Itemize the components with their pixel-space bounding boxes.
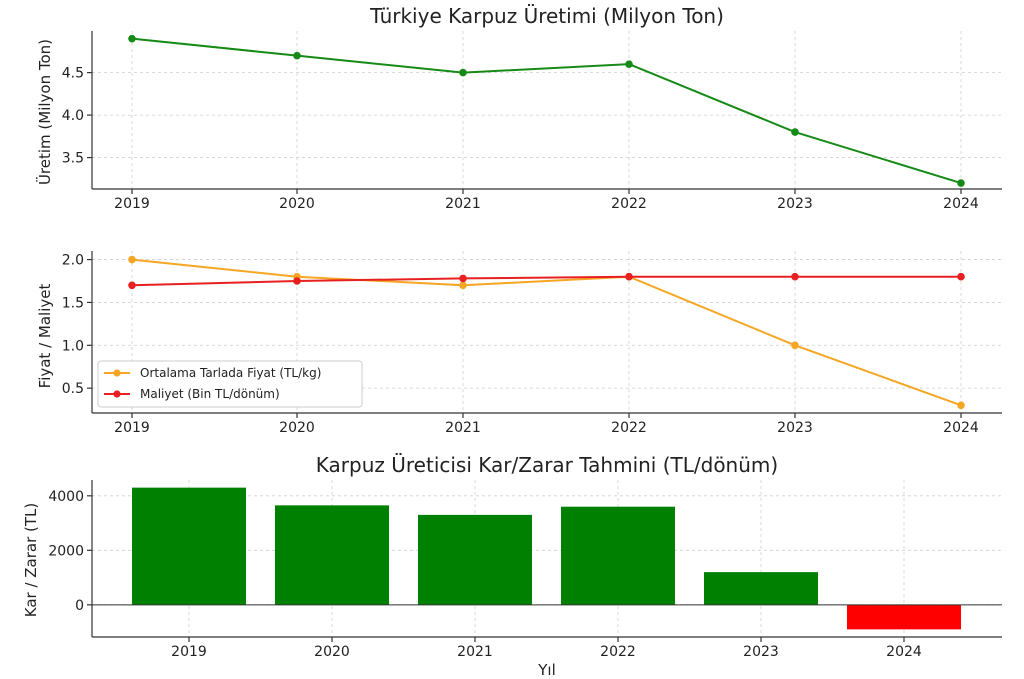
data-point-0-2019 bbox=[128, 34, 136, 43]
data-point-1-2020 bbox=[293, 277, 301, 285]
data-point-0-2020 bbox=[293, 51, 301, 60]
bar-2023 bbox=[704, 572, 818, 605]
price-cost-legend: Ortalama Tarlada Fiyat (TL/kg) Maliyet (… bbox=[97, 360, 363, 408]
data-point-0-2022 bbox=[625, 60, 633, 68]
series-line-0 bbox=[131, 258, 962, 407]
price-cost-chart: Fiyat / Maliyet 2019 2020 2021 2022 2023 2024… bbox=[36, 251, 1002, 436]
profit-loss-chart: Karpuz Üreticisi Kar/Zarar Tahmini (TL/d… bbox=[22, 453, 1002, 679]
x-tick-label-2024: 2024 bbox=[886, 644, 922, 660]
x-tick-label-2019: 2019 bbox=[171, 644, 207, 660]
bar-2021 bbox=[418, 514, 532, 605]
profit-loss-chart-title: Karpuz Üreticisi Kar/Zarar Tahmini (TL/d… bbox=[316, 453, 778, 477]
y-tick-label: 2000 bbox=[48, 543, 84, 559]
production-chart-title: Türkiye Karpuz Üretimi (Milyon Ton) bbox=[369, 4, 724, 28]
x-tick-label-2024: 2024 bbox=[943, 196, 979, 212]
y-tick-label: 0.5 bbox=[62, 381, 84, 397]
x-tick-label-2021: 2021 bbox=[445, 420, 481, 436]
x-tick-label-2019: 2019 bbox=[114, 420, 150, 436]
data-point-1-2022 bbox=[625, 272, 633, 281]
data-point-0-2023 bbox=[791, 341, 799, 350]
x-tick-label-2020: 2020 bbox=[314, 644, 350, 660]
bar-2024 bbox=[847, 604, 961, 630]
legend-label-cost: Maliyet (Bin TL/dönüm) bbox=[140, 387, 280, 401]
bar-2020 bbox=[275, 505, 389, 605]
legend-marker-cost bbox=[113, 390, 121, 398]
bar-2019 bbox=[132, 487, 246, 605]
price-cost-y-axis-label: Fiyat / Maliyet bbox=[36, 284, 54, 389]
x-tick-label-2023: 2023 bbox=[777, 420, 813, 436]
data-point-0-2021 bbox=[459, 68, 467, 77]
y-tick-label: 3.5 bbox=[62, 151, 84, 167]
x-tick-label-2020: 2020 bbox=[279, 420, 315, 436]
data-point-0-2021 bbox=[459, 281, 467, 290]
series-line-0 bbox=[131, 37, 962, 185]
profit-loss-y-axis-label: Kar / Zarar (TL) bbox=[22, 503, 40, 618]
x-tick-label-2024: 2024 bbox=[943, 420, 979, 436]
data-point-1-2019 bbox=[128, 281, 136, 290]
x-tick-label-2019: 2019 bbox=[114, 196, 150, 212]
y-tick-label: 0 bbox=[75, 598, 84, 614]
data-point-0-2024 bbox=[957, 179, 965, 187]
data-point-0-2024 bbox=[957, 401, 965, 410]
legend-frame bbox=[97, 360, 363, 408]
x-tick-label-2023: 2023 bbox=[743, 644, 779, 660]
legend-marker-price bbox=[113, 369, 121, 377]
x-tick-label-2022: 2022 bbox=[600, 644, 636, 660]
x-tick-label-2022: 2022 bbox=[611, 420, 647, 436]
production-y-axis-label: Üretim (Milyon Ton) bbox=[35, 39, 54, 185]
x-tick-label-2020: 2020 bbox=[279, 196, 315, 212]
x-tick-label-2021: 2021 bbox=[457, 644, 493, 660]
legend-label-price: Ortalama Tarlada Fiyat (TL/kg) bbox=[140, 366, 321, 380]
production-chart: Türkiye Karpuz Üretimi (Milyon Ton) Üret… bbox=[35, 4, 1002, 212]
x-tick-label-2021: 2021 bbox=[445, 196, 481, 212]
bar-2022 bbox=[561, 506, 675, 605]
y-tick-label: 4000 bbox=[48, 489, 84, 505]
y-tick-label: 1.5 bbox=[62, 295, 84, 311]
data-point-1-2021 bbox=[459, 274, 467, 283]
y-tick-label: 4.5 bbox=[62, 66, 84, 82]
data-point-0-2023 bbox=[791, 128, 799, 136]
y-tick-label: 4.0 bbox=[62, 108, 84, 124]
data-point-1-2023 bbox=[791, 272, 799, 281]
x-tick-label-2022: 2022 bbox=[611, 196, 647, 212]
y-tick-label: 2.0 bbox=[62, 253, 84, 269]
data-point-0-2019 bbox=[128, 255, 136, 264]
profit-loss-x-axis-label: Yıl bbox=[537, 661, 556, 679]
data-point-1-2024 bbox=[957, 272, 965, 281]
series-line-1 bbox=[131, 275, 961, 287]
x-tick-label-2023: 2023 bbox=[777, 196, 813, 212]
y-tick-label: 1.0 bbox=[62, 338, 84, 354]
